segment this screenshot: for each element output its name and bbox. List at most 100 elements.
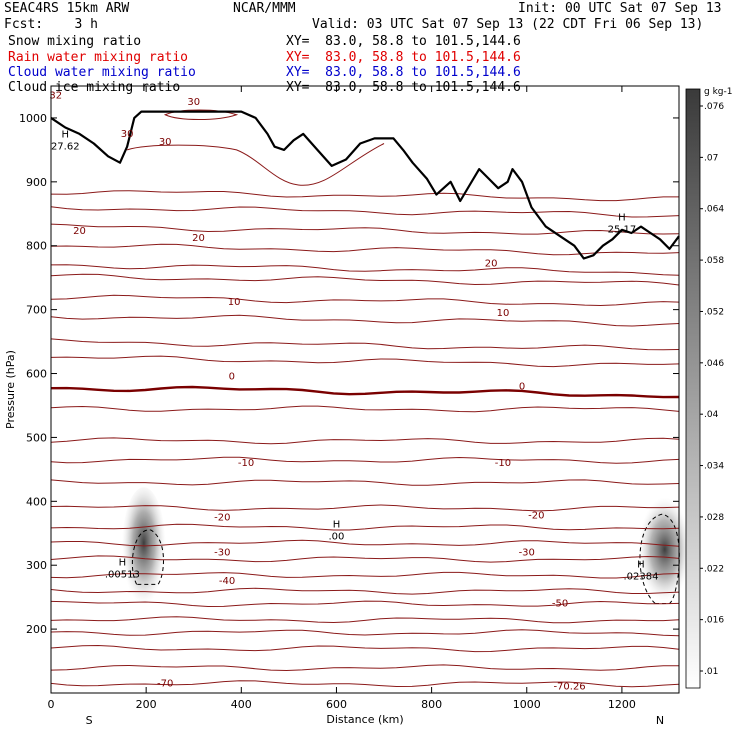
x-tick-label: 600 <box>326 698 347 711</box>
isotherm-line <box>50 523 680 531</box>
isotherm-label: 0 <box>229 372 235 383</box>
extremum-value: .00513 <box>105 570 140 581</box>
x-tick-label: 800 <box>421 698 442 711</box>
isotherm-label: 0 <box>519 381 525 392</box>
colorbar-tick-label: .034 <box>704 462 724 472</box>
isotherm-label: -70 <box>157 678 173 689</box>
colorbar-tick-label: .01 <box>704 667 718 677</box>
isotherm-line <box>50 555 680 563</box>
isotherm-line <box>50 243 680 256</box>
y-tick-label: 600 <box>26 368 47 381</box>
x-axis-label: Distance (km) <box>326 713 403 726</box>
colorbar-unit: g kg-1 <box>704 87 732 97</box>
isotherm-label: -20 <box>214 512 230 523</box>
colorbar-tick-label: .052 <box>704 307 724 317</box>
isotherm-line <box>50 294 680 307</box>
extremum-marker: H <box>119 558 127 569</box>
contour-labels: -70 -50 -40 -30 -30 -20 -20 -10 -10 0 0 10 10 20 20 20 3… <box>49 91 658 693</box>
isotherm-line <box>50 385 680 399</box>
field-label-cloudwater: Cloud water mixing ratio <box>8 65 196 80</box>
colorbar-tick-label: .04 <box>704 410 719 420</box>
endpoint-right: N <box>656 714 664 727</box>
colorbar-tick-label: .046 <box>704 359 724 369</box>
field-xy-rain: XY= 83.0, 58.8 to 101.5,144.6 <box>286 50 521 65</box>
isotherm-label: 20 <box>192 233 205 244</box>
extremum-value: .02384 <box>623 572 658 583</box>
isotherm-line <box>50 571 680 579</box>
y-axis-label: Pressure (hPa) <box>4 350 17 429</box>
colorbar-tick-label: .058 <box>704 256 724 266</box>
isotherm-label: 30 <box>187 97 200 108</box>
header-model: SEAC4RS 15km ARW <box>4 1 130 16</box>
extremum-value: 27.62 <box>51 142 80 153</box>
isotherm-label: 30 <box>121 129 134 140</box>
field-label-snow: Snow mixing ratio <box>8 34 142 49</box>
terrain-line <box>50 110 680 260</box>
isotherm-line <box>50 223 680 235</box>
isotherm-label: -10 <box>495 458 511 469</box>
y-tick-label: 500 <box>26 431 47 444</box>
isotherm-line <box>50 456 680 464</box>
y-tick-label: 1000 <box>19 112 47 125</box>
isotherm-line <box>50 437 680 445</box>
isotherm-line <box>50 680 680 688</box>
top-extremum-label: -70.26 <box>553 682 585 693</box>
isotherm-line <box>50 587 680 595</box>
snow-blob-right <box>638 497 691 602</box>
x-tick-label: 1000 <box>513 698 541 711</box>
isotherm-line <box>50 206 680 218</box>
isotherm-label: -30 <box>214 547 230 558</box>
snow-blob-left <box>121 487 166 612</box>
isotherm-line <box>50 479 680 486</box>
isotherm-line <box>50 355 680 368</box>
extremum-marker: H <box>618 213 626 224</box>
extremum-value: .00 <box>329 531 345 542</box>
isotherm-label: 20 <box>73 226 86 237</box>
field-xy-snow: XY= 83.0, 58.8 to 101.5,144.6 <box>286 34 521 49</box>
colorbar-tick-label: .028 <box>704 513 724 523</box>
isotherm-30-line <box>126 143 385 186</box>
colorbar-tick-label: .076 <box>704 102 724 112</box>
field-label-cloudice: Cloud ice mixing ratio <box>8 80 181 95</box>
y-tick-label: 200 <box>26 623 47 636</box>
isotherm-line <box>50 314 680 327</box>
extremum-value: 25.17 <box>608 225 637 236</box>
isotherm-line <box>50 539 680 547</box>
isotherm-label: 10 <box>497 308 510 319</box>
isotherm-line <box>50 405 680 413</box>
y-tick-label: 900 <box>26 176 47 189</box>
isotherm-label: 20 <box>485 259 498 270</box>
extremum-marker: H <box>637 560 645 571</box>
colorbar-tick-label: .016 <box>704 616 724 626</box>
header-fcst: Fcst: 3 h <box>4 17 98 32</box>
isotherm-label: -30 <box>519 547 535 558</box>
isotherm-line <box>50 629 680 637</box>
y-tick-label: 800 <box>26 240 47 253</box>
isotherm-line <box>50 273 680 286</box>
header-valid: Valid: 03 UTC Sat 07 Sep 13 (22 CDT Fri … <box>312 17 704 32</box>
x-tick-label: 200 <box>136 698 157 711</box>
field-label-rain: Rain water mixing ratio <box>8 50 189 65</box>
contour-dashed-left <box>131 529 164 585</box>
plot-axes: 0 200 400 600 800 1000 12002003004005006007008… <box>4 85 680 727</box>
isotherm-line <box>50 644 680 653</box>
isotherm-label: -40 <box>219 576 235 587</box>
temperature-contours <box>50 109 680 688</box>
isotherm-label: 10 <box>228 297 241 308</box>
isotherm-line <box>50 504 680 512</box>
header-init: Init: 00 UTC Sat 07 Sep 13 <box>518 1 722 16</box>
extremum-marker: H <box>62 130 70 141</box>
isotherm-line <box>50 190 679 202</box>
terrain-profile <box>50 110 680 260</box>
endpoint-left: S <box>86 714 93 727</box>
mixing-ratio-shading <box>121 487 691 612</box>
isotherm-label: -20 <box>528 510 544 521</box>
x-tick-label: 1200 <box>608 698 636 711</box>
colorbar-ramp <box>685 88 701 689</box>
plot-frame <box>50 85 680 694</box>
isotherm-label: -50 <box>552 599 568 610</box>
header-org: NCAR/MMM <box>233 1 296 16</box>
isotherm-line <box>50 664 679 672</box>
isotherm-line <box>50 338 680 351</box>
